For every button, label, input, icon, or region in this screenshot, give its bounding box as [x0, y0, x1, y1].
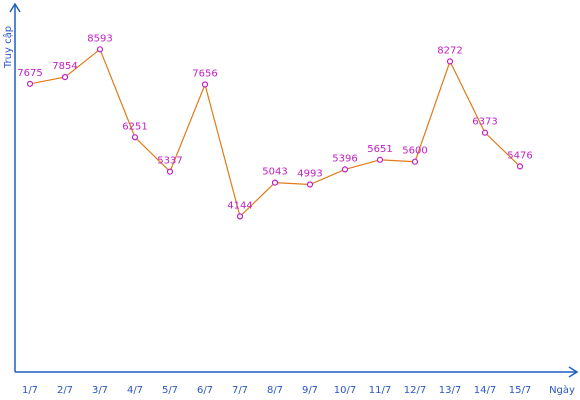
- data-point: [411, 158, 419, 165]
- data-label: 6373: [472, 117, 497, 128]
- data-point: [271, 179, 279, 186]
- data-label: 5043: [262, 167, 287, 178]
- data-label: 5600: [402, 146, 427, 157]
- data-point: [61, 73, 69, 81]
- data-point: [96, 46, 104, 53]
- data-label: 8593: [87, 33, 112, 44]
- x-tick-label: 14/7: [474, 385, 496, 396]
- data-label: 5651: [367, 144, 392, 155]
- data-point: [516, 163, 524, 170]
- x-tick-label: 7/7: [232, 385, 248, 396]
- x-axis-arrow: [568, 366, 579, 378]
- x-tick-label: 8/7: [267, 385, 283, 396]
- data-label: 5396: [332, 153, 357, 164]
- y-axis-title: Truy cập: [2, 26, 14, 69]
- x-tick-labels: 1/7 2/7 3/7 4/7 5/7 6/7 7/7 8/7 9/7 10/7 11/7 12/7 1…: [22, 385, 531, 396]
- x-tick-label: 9/7: [302, 385, 318, 396]
- data-point: [306, 181, 314, 188]
- axes: [9, 2, 579, 378]
- data-point: [376, 156, 384, 163]
- x-tick-label: 3/7: [92, 385, 108, 396]
- data-label: 4144: [227, 200, 252, 211]
- x-tick-label: 12/7: [404, 385, 426, 396]
- x-tick-label: 6/7: [197, 385, 213, 396]
- data-label: 7854: [52, 61, 77, 72]
- x-tick-label: 13/7: [439, 385, 461, 396]
- data-point: [166, 168, 174, 175]
- x-tick-label: 15/7: [509, 385, 531, 396]
- x-tick-label: 1/7: [22, 385, 38, 396]
- data-label: 7675: [17, 68, 42, 79]
- x-tick-label: 2/7: [57, 385, 73, 396]
- x-tick-label: 11/7: [369, 385, 391, 396]
- data-point: [341, 166, 349, 173]
- data-label: 6251: [122, 121, 147, 132]
- x-tick-label: 10/7: [334, 385, 356, 396]
- y-axis-arrow: [9, 2, 21, 13]
- data-label: 5476: [507, 150, 532, 161]
- data-labels: 7675 7854 8593 6251 5337 7656 4144 5043 4993 5396…: [17, 33, 532, 211]
- data-point: [201, 81, 209, 88]
- data-point: [236, 213, 244, 220]
- x-axis-title: Ngày: [549, 384, 575, 396]
- data-label: 4993: [297, 169, 322, 180]
- data-point: [131, 134, 139, 141]
- data-label: 7656: [192, 69, 217, 80]
- data-label: 8272: [437, 45, 462, 56]
- data-label: 5337: [157, 156, 182, 167]
- series-1: [26, 46, 524, 220]
- x-tick-label: 5/7: [162, 385, 178, 396]
- data-point: [481, 129, 489, 136]
- x-tick-label: 4/7: [127, 385, 143, 396]
- series-line: [29, 48, 521, 218]
- data-point: [26, 80, 34, 87]
- data-point: [446, 58, 454, 65]
